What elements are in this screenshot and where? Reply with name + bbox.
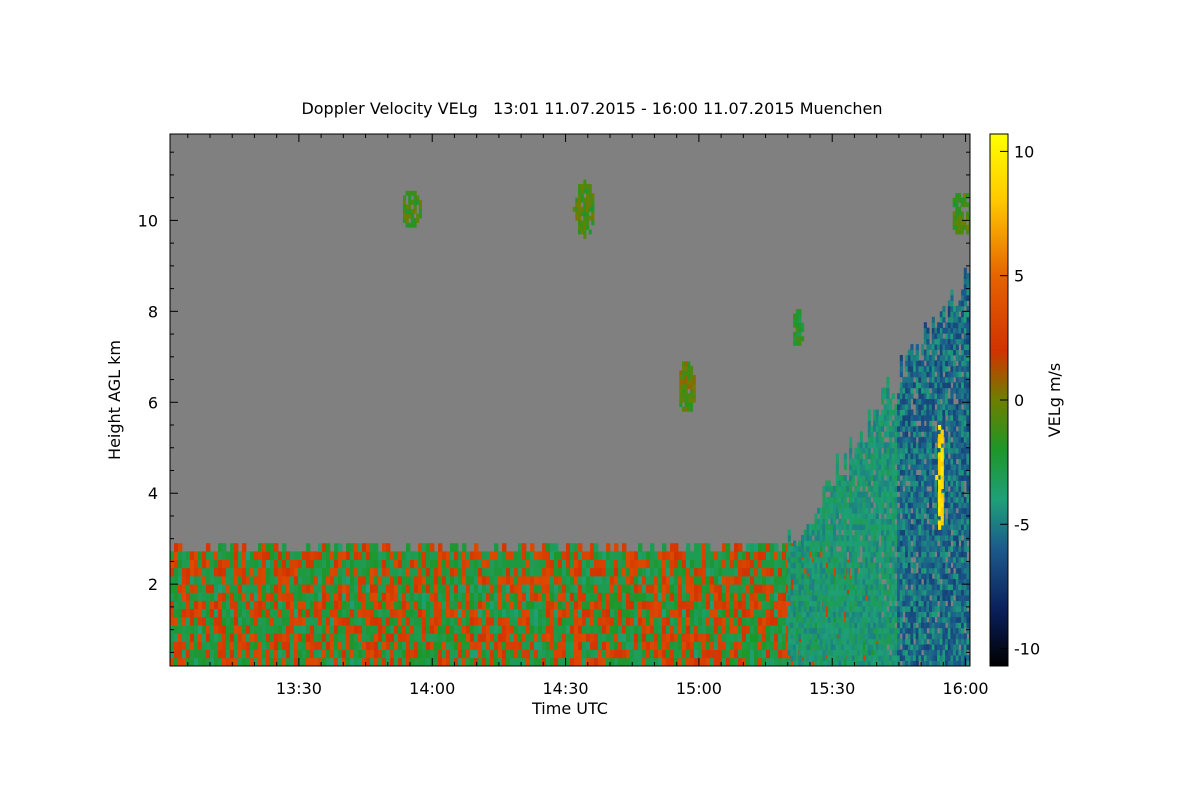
y-axis: 2 4 6 8 10 (138, 151, 970, 653)
colorbar-tick-label: 0 (1014, 391, 1024, 410)
y-tick-label: 10 (138, 211, 158, 230)
colorbar-tick-label: 10 (1014, 142, 1034, 161)
x-tick-label: 14:30 (543, 679, 589, 698)
plot-frame (169, 133, 971, 667)
velocity-field (170, 179, 970, 666)
colorbar-tick-label: 5 (1014, 267, 1024, 286)
chart-title: Doppler Velocity VELg 13:01 11.07.2015 -… (301, 99, 882, 118)
x-tick-label: 14:00 (409, 679, 455, 698)
colorbar-tick-label: -5 (1014, 515, 1030, 534)
colorbar-axis: 10 5 0 -5 -10 (1000, 142, 1040, 659)
x-axis-label: Time UTC (531, 699, 608, 718)
x-tick-label: 16:00 (943, 679, 989, 698)
colorbar-label: VELg m/s (1045, 363, 1064, 438)
y-axis-label: Height AGL km (105, 340, 124, 460)
y-tick-label: 2 (148, 575, 158, 594)
y-tick-label: 8 (148, 302, 158, 321)
x-tick-label: 15:30 (809, 679, 855, 698)
y-tick-label: 6 (148, 393, 158, 412)
x-axis: 13:30 14:00 14:30 15:00 15:30 16:00 (187, 134, 989, 698)
colorbar-tick-label: -10 (1014, 640, 1040, 659)
x-tick-label: 13:30 (276, 679, 322, 698)
y-tick-label: 4 (148, 484, 158, 503)
x-tick-label: 15:00 (676, 679, 722, 698)
